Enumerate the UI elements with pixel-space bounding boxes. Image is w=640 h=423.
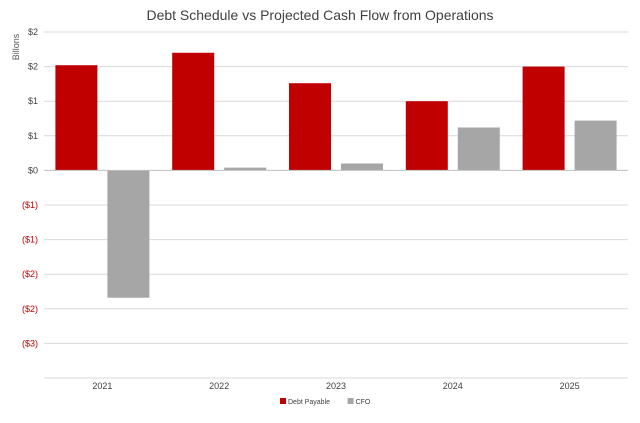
bar-debt-payable-2023 [289, 83, 331, 171]
legend-swatch [347, 398, 354, 404]
y-tick-label: $2 [28, 62, 38, 72]
x-tick-label: 2025 [560, 381, 580, 391]
bar-cfo-2022 [224, 167, 267, 171]
bar-debt-payable-2021 [55, 65, 98, 171]
y-tick-label: $1 [28, 131, 38, 141]
y-tick-label: $1 [28, 96, 38, 106]
y-tick-label: ($1) [22, 200, 38, 210]
y-tick-label: $0 [28, 165, 38, 175]
bar-debt-payable-2022 [172, 52, 215, 171]
y-tick-label: ($2) [22, 269, 38, 279]
x-tick-label: 2021 [92, 381, 112, 391]
bar-cfo-2025 [574, 120, 617, 171]
x-tick-label: 2024 [443, 381, 463, 391]
legend-label: CFO [356, 399, 371, 406]
legend: Debt Payable CFO [280, 398, 371, 406]
chart-title: Debt Schedule vs Projected Cash Flow fro… [146, 7, 493, 23]
y-tick-label: ($3) [22, 338, 38, 348]
bar-debt-payable-2025 [522, 66, 565, 171]
y-tick-label: $2 [28, 27, 38, 37]
legend-swatch [280, 398, 286, 404]
x-axis-ticks: 2021 2022 2023 2024 2025 [92, 381, 579, 391]
legend-label: Debt Payable [288, 399, 330, 406]
bar-cfo-2021 [107, 170, 150, 298]
x-tick-label: 2022 [209, 381, 229, 391]
y-tick-label: ($1) [22, 235, 38, 245]
bar-cfo-2023 [341, 163, 383, 171]
y-axis-ticks: $2 $2 $1 $1 $0 ($1) ($1) ($2) ($2) ($3) [22, 27, 38, 348]
x-tick-label: 2023 [326, 381, 346, 391]
bars [55, 52, 617, 298]
bar-debt-payable-2024 [405, 101, 448, 171]
bar-cfo-2024 [457, 127, 500, 171]
y-tick-label: ($2) [22, 304, 38, 314]
y-axis-label: Billons [11, 33, 21, 60]
